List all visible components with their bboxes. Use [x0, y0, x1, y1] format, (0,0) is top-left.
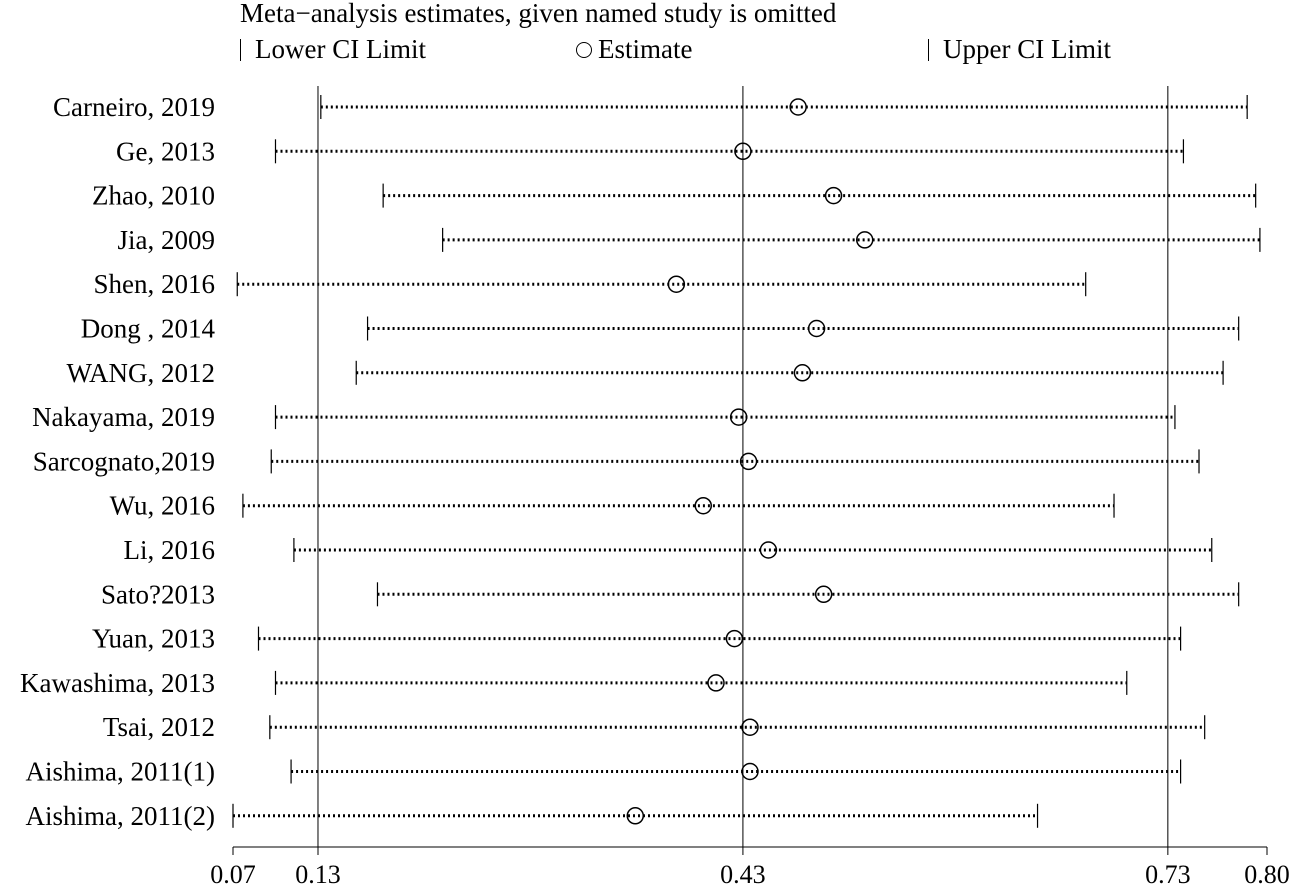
- study-label: WANG, 2012: [67, 358, 216, 388]
- study-label: Sarcognato,2019: [33, 446, 215, 476]
- estimate-point: [824, 186, 843, 205]
- study-label: Zhao, 2010: [92, 181, 215, 211]
- study-label: Wu, 2016: [110, 491, 215, 521]
- estimate-point: [626, 807, 645, 825]
- estimate-point: [741, 718, 759, 736]
- study-label: Dong , 2014: [81, 314, 216, 344]
- x-tick-label: 0.80: [1244, 860, 1290, 889]
- estimate-point: [789, 98, 807, 116]
- x-tick-label: 0.43: [720, 860, 766, 889]
- study-label: Sato?2013: [101, 579, 215, 609]
- x-tick-label: 0.73: [1145, 860, 1191, 889]
- legend-estimate-marker: [576, 41, 592, 58]
- study-label: Aishima, 2011(1): [26, 757, 215, 787]
- chart-title: Meta−analysis estimates, given named stu…: [240, 0, 837, 28]
- x-tick-label: 0.07: [210, 860, 256, 889]
- study-label: Tsai, 2012: [103, 712, 215, 742]
- estimate-point: [793, 364, 812, 382]
- estimate-point: [694, 496, 713, 515]
- legend-lower: Lower CI Limit: [240, 34, 426, 65]
- study-label: Yuan, 2013: [92, 624, 215, 654]
- estimate-point: [667, 275, 686, 293]
- x-tick-label: 0.13: [295, 860, 341, 889]
- legend-lower-marker: [240, 38, 241, 61]
- study-label: Jia, 2009: [118, 225, 216, 255]
- study-label: Carneiro, 2019: [53, 92, 215, 122]
- study-label: Nakayama, 2019: [32, 402, 215, 432]
- study-label: Kawashima, 2013: [20, 668, 215, 698]
- study-label: Ge, 2013: [116, 136, 215, 166]
- legend-estimate-label: Estimate: [598, 34, 693, 64]
- legend-lower-label: Lower CI Limit: [255, 34, 426, 64]
- estimate-point: [741, 762, 759, 781]
- legend-estimate: Estimate: [576, 34, 692, 65]
- legend-upper: Upper CI Limit: [928, 34, 1111, 65]
- legend-upper-marker: [928, 38, 929, 61]
- estimate-point: [729, 408, 748, 426]
- study-label: Aishima, 2011(2): [26, 801, 215, 831]
- study-label: Li, 2016: [124, 535, 216, 565]
- estimate-point: [707, 674, 725, 692]
- estimate-point: [855, 231, 874, 249]
- estimate-point: [739, 452, 758, 471]
- estimate-point: [725, 629, 744, 648]
- estimate-point: [807, 319, 826, 338]
- estimate-point: [759, 541, 778, 559]
- estimate-point: [734, 142, 752, 161]
- estimate-point: [814, 585, 833, 604]
- study-label: Shen, 2016: [94, 269, 216, 299]
- legend-upper-label: Upper CI Limit: [943, 34, 1111, 64]
